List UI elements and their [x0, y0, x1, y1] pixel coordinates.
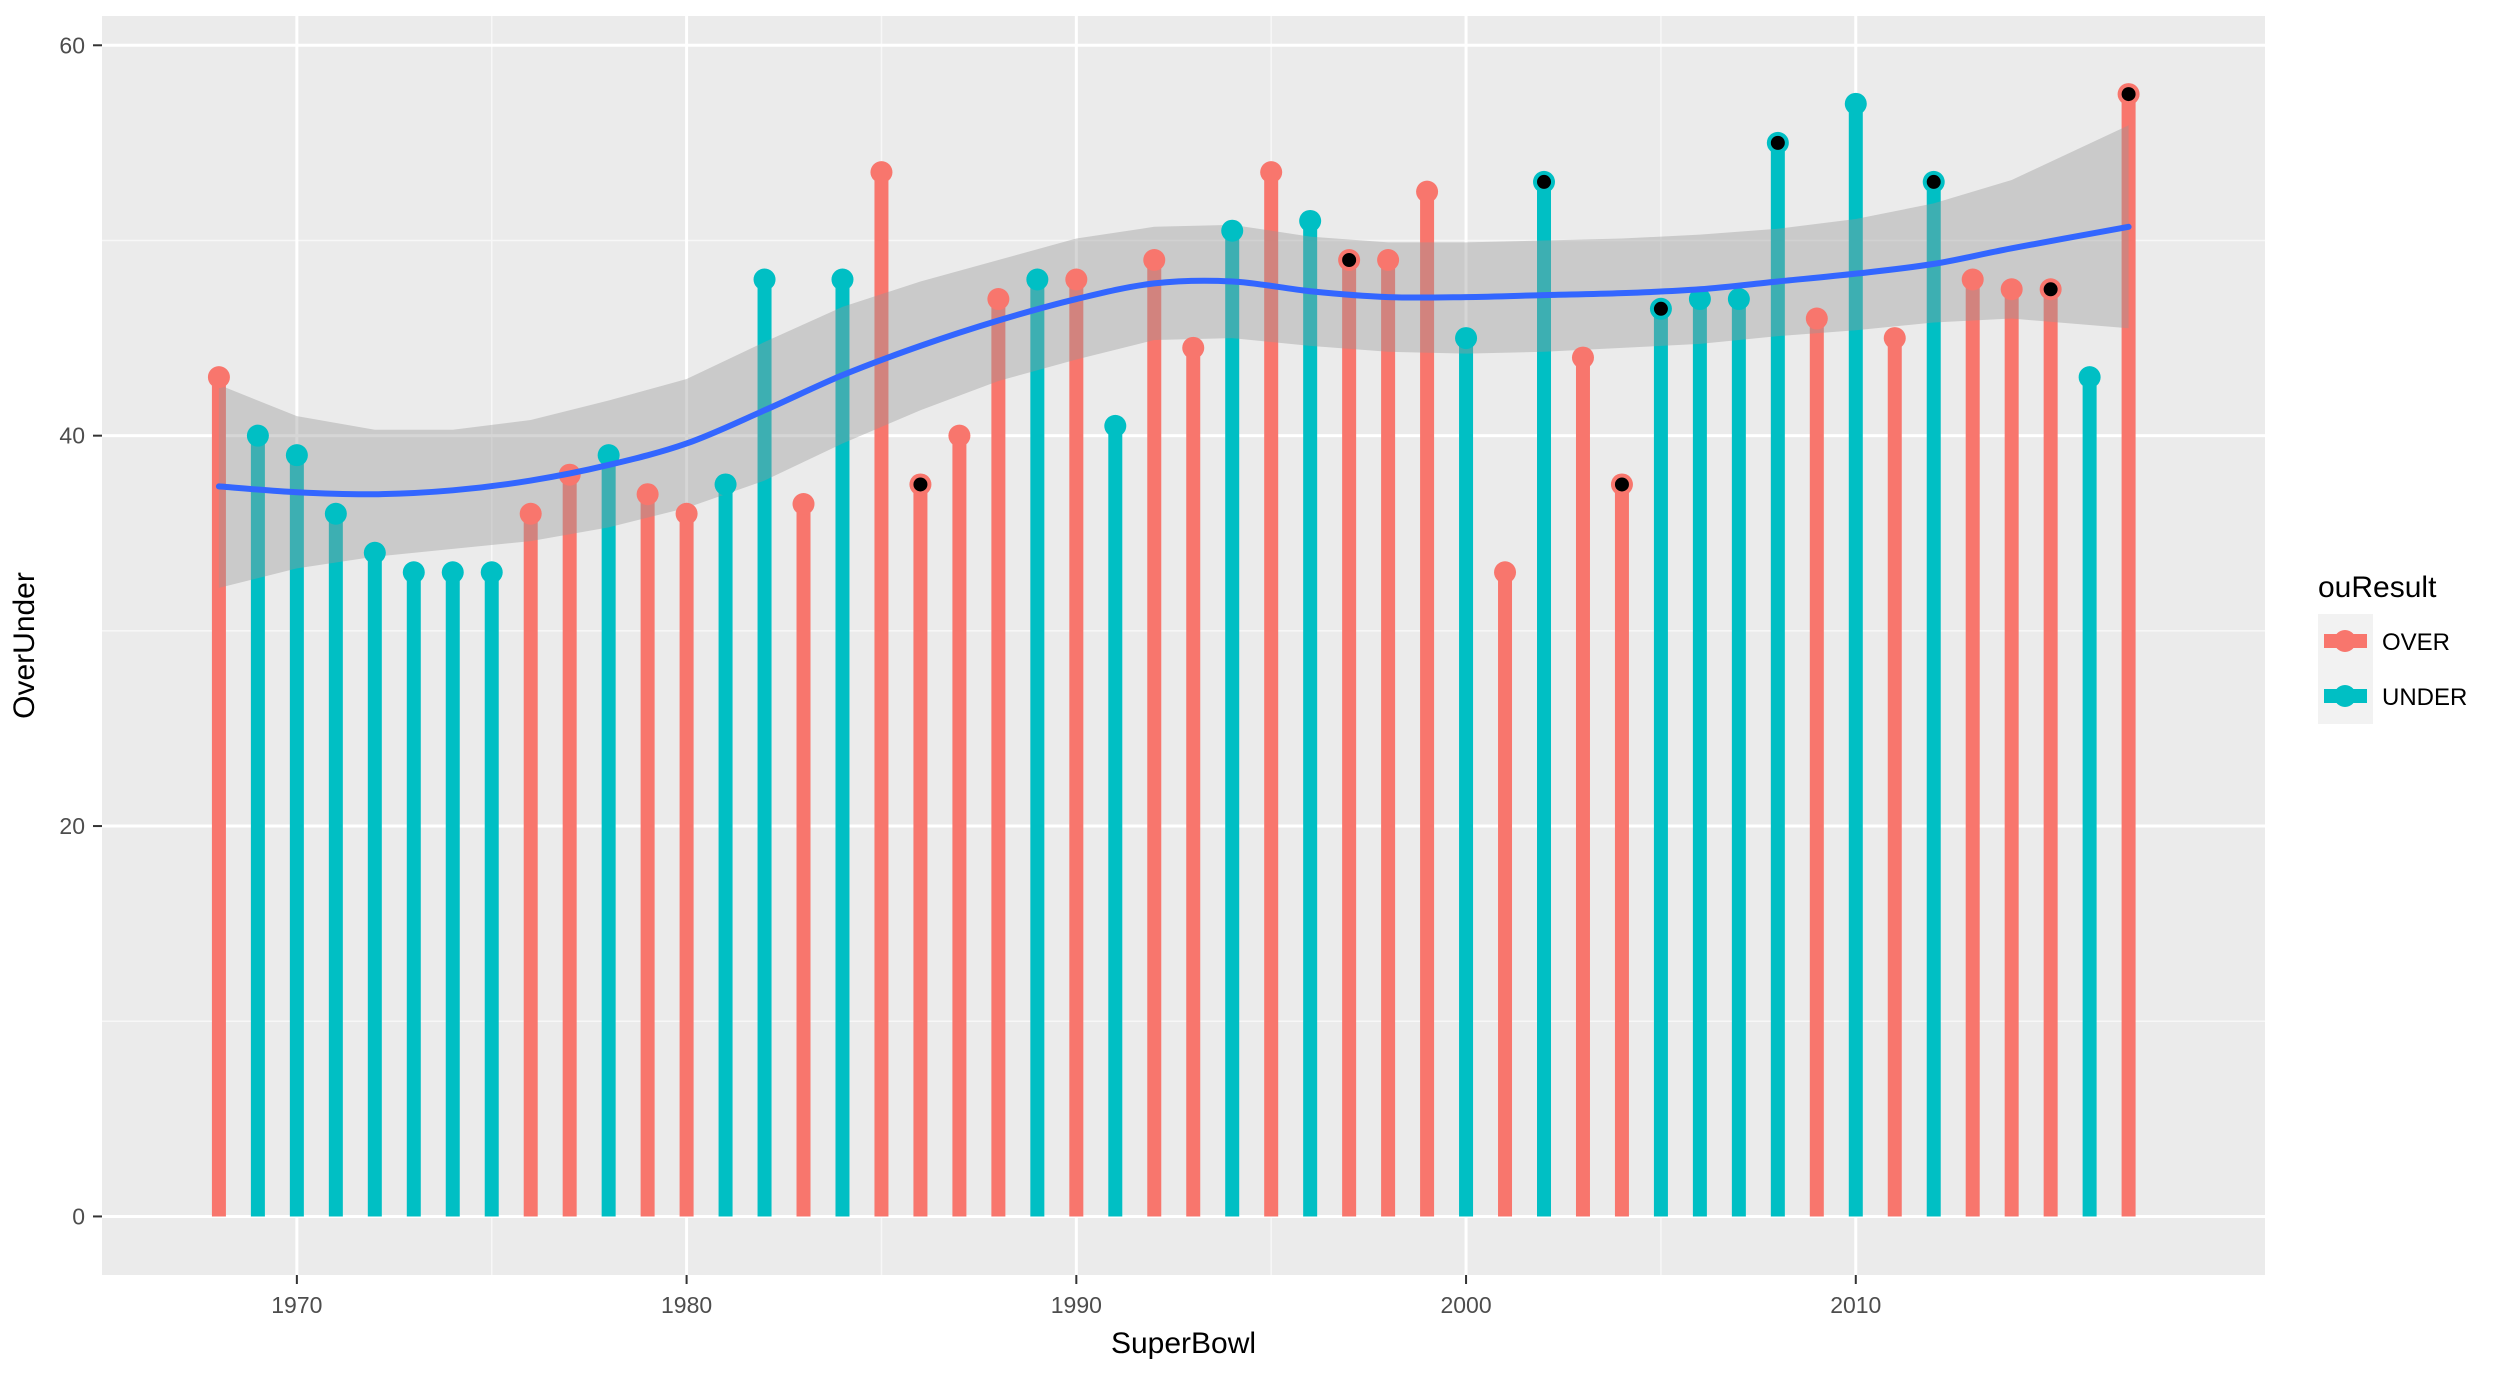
marked-point — [1537, 174, 1551, 189]
marked-point — [913, 477, 928, 492]
marked-point — [2043, 282, 2058, 297]
point-under — [1455, 327, 1478, 350]
point-over — [1805, 307, 1828, 330]
point-under — [441, 561, 464, 584]
point-under — [714, 473, 737, 496]
point-under — [1104, 414, 1127, 437]
point-under — [1844, 92, 1867, 115]
marked-point — [2121, 87, 2136, 102]
point-over — [1182, 336, 1205, 359]
point-under — [402, 561, 425, 584]
y-tick-label: 60 — [59, 32, 85, 58]
point-under — [1688, 288, 1711, 311]
point-over — [2000, 278, 2023, 301]
point-under — [1727, 288, 1750, 311]
x-tick-label: 1980 — [661, 1292, 712, 1318]
x-tick-label: 2010 — [1830, 1292, 1881, 1318]
point-over — [1883, 327, 1906, 350]
point-over — [1065, 268, 1088, 291]
x-axis-title: SuperBowl — [1111, 1327, 1256, 1360]
point-over — [870, 161, 893, 184]
point-under — [1221, 219, 1244, 242]
y-axis-title: OverUnder — [8, 572, 41, 719]
marked-point — [1926, 174, 1941, 189]
point-over — [519, 502, 542, 525]
legend-label-under: UNDER — [2382, 684, 2467, 711]
point-over — [675, 502, 698, 525]
point-over — [1571, 346, 1594, 369]
point-over — [1260, 161, 1283, 184]
plot-panel — [102, 16, 2265, 1275]
point-over — [1416, 180, 1439, 203]
point-under — [1026, 268, 1049, 291]
marked-point — [1342, 252, 1357, 267]
point-over — [1143, 248, 1166, 271]
point-under — [753, 268, 776, 291]
point-over — [1377, 248, 1400, 271]
y-tick-label: 40 — [59, 423, 85, 449]
point-over — [636, 483, 659, 506]
legend-label-over: OVER — [2382, 629, 2450, 656]
x-tick-label: 1990 — [1051, 1292, 1102, 1318]
y-tick-label: 20 — [59, 813, 85, 839]
confidence-band — [218, 125, 2129, 588]
marked-point — [1653, 301, 1668, 316]
point-under — [1299, 209, 1322, 232]
x-tick-label: 2000 — [1440, 1292, 1491, 1318]
legend-title: ouResult — [2318, 571, 2437, 604]
point-under — [363, 541, 386, 564]
point-under — [831, 268, 854, 291]
smooth-trend-line — [215, 223, 2132, 498]
point-over — [792, 492, 815, 515]
point-under — [324, 502, 347, 525]
marked-point — [1770, 135, 1785, 150]
point-under — [2078, 366, 2101, 389]
point-over — [207, 366, 230, 389]
y-tick-label: 0 — [72, 1203, 85, 1229]
point-over — [1961, 268, 1984, 291]
point-over — [948, 424, 971, 447]
legend-key-dot — [2334, 685, 2356, 707]
point-over — [987, 288, 1010, 311]
point-under — [480, 561, 503, 584]
x-tick-label: 1970 — [271, 1292, 322, 1318]
marked-point — [1614, 477, 1629, 492]
point-under — [246, 424, 269, 447]
point-over — [1494, 561, 1517, 584]
point-under — [285, 444, 308, 467]
legend-key-dot — [2334, 630, 2356, 652]
